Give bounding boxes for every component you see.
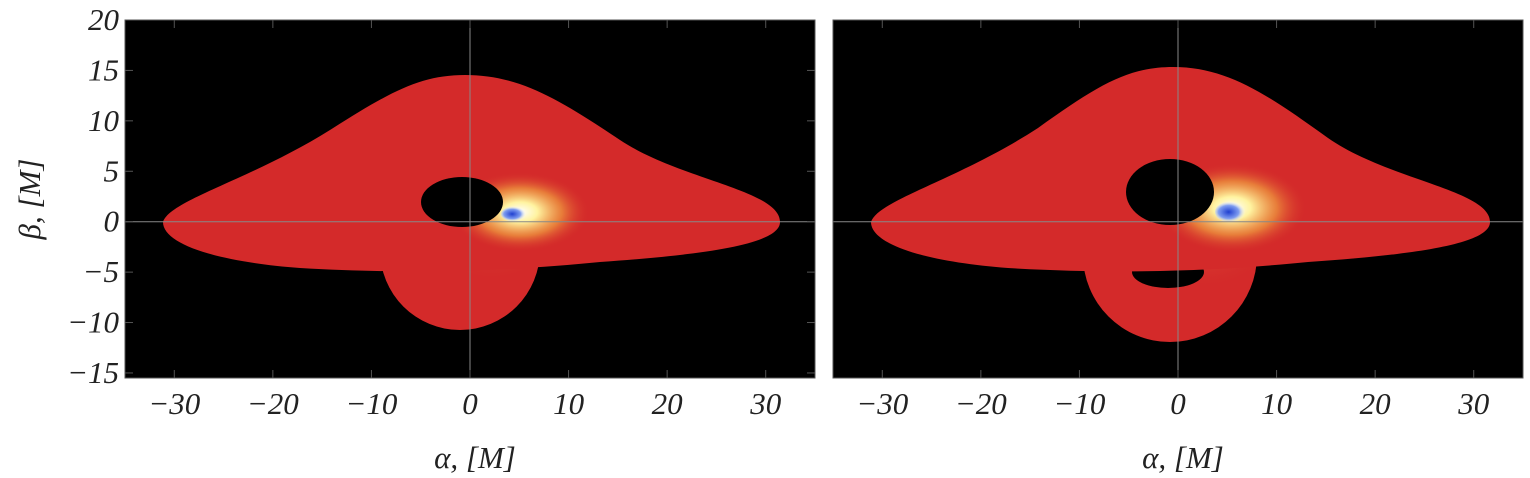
x-tick-label: 30 [749, 386, 782, 421]
x-axis-label: α, [M] [1142, 440, 1224, 475]
y-tick-label: 20 [88, 2, 120, 37]
x-tick-label: 10 [1261, 386, 1293, 421]
y-tick-label: 5 [104, 153, 120, 188]
x-tick-label: 30 [1457, 386, 1490, 421]
x-tick-label: 0 [462, 386, 478, 421]
x-tick-label: 20 [652, 386, 684, 421]
x-tick-label: −10 [1053, 386, 1105, 421]
x-tick-label: −20 [247, 386, 299, 421]
y-axis-label: β, [M] [12, 159, 47, 241]
y-tick-label: −5 [83, 254, 119, 289]
x-tick-label: 20 [1360, 386, 1392, 421]
x-tick-label: −30 [148, 386, 200, 421]
y-tick-label: −15 [67, 355, 119, 390]
y-tick-label: 15 [88, 52, 119, 87]
primary-disk [163, 75, 780, 272]
shadow [1126, 159, 1214, 225]
y-tick-label: 0 [104, 204, 120, 239]
x-tick-label: −20 [955, 386, 1007, 421]
shadow [421, 177, 503, 227]
blueshift [1215, 201, 1249, 223]
x-tick-label: −30 [856, 386, 908, 421]
y-tick-label: 10 [88, 103, 120, 138]
x-tick-label: −10 [345, 386, 397, 421]
x-axis-label: α, [M] [434, 440, 516, 475]
x-tick-label: 10 [553, 386, 585, 421]
x-tick-label: 0 [1170, 386, 1186, 421]
y-tick-label: −10 [67, 305, 119, 340]
blueshift [501, 206, 529, 222]
disk-image [163, 67, 1490, 342]
